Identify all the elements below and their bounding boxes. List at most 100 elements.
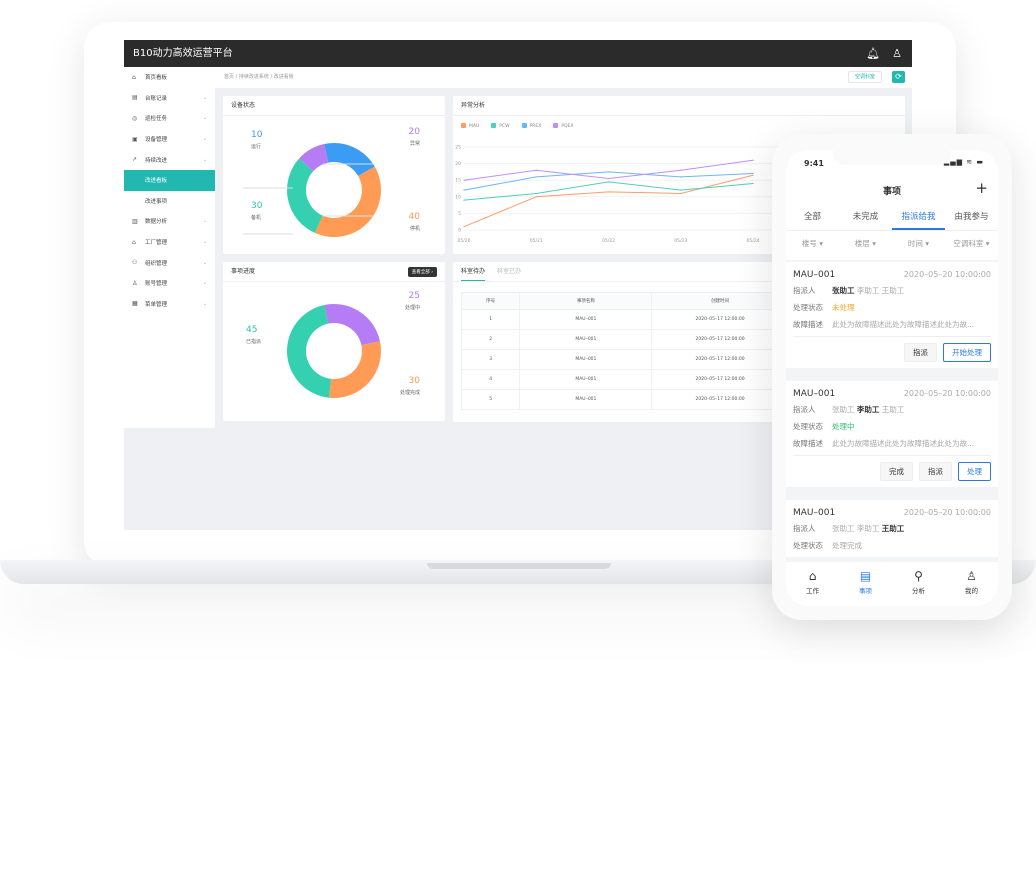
assignee-name: 张助工 bbox=[832, 405, 855, 414]
bottom-tab[interactable]: ▤ 事项 bbox=[839, 562, 892, 606]
chart-legend: MAU PCW PREX PQEX bbox=[461, 123, 574, 129]
sidebar-item[interactable]: ▦ 菜单管理 ⌄ bbox=[124, 294, 215, 315]
sidebar-item[interactable]: ▤ 台账记录 ⌄ bbox=[124, 88, 215, 109]
tab-label: 分析 bbox=[912, 587, 925, 595]
donut-segment[interactable] bbox=[324, 304, 380, 346]
card-action-button[interactable]: 处理 bbox=[958, 462, 991, 481]
field-label: 指派人 bbox=[793, 405, 816, 414]
mobile-tab[interactable]: 全部 bbox=[803, 212, 821, 222]
donut-segment[interactable] bbox=[287, 305, 332, 398]
donut-segment[interactable] bbox=[314, 166, 381, 238]
filter-dropdown[interactable]: 空调科室 ▾ bbox=[953, 239, 990, 248]
label-stopped: 40 停机 bbox=[408, 212, 420, 232]
field-label: 指派人 bbox=[793, 524, 816, 533]
tab-dept-todo[interactable]: 科室待办 bbox=[461, 262, 486, 281]
data-point bbox=[752, 174, 754, 176]
card-action-button[interactable]: 开始处理 bbox=[943, 343, 991, 362]
card-action-button[interactable]: 指派 bbox=[919, 462, 952, 481]
sidebar-item[interactable]: ⌂ 工厂管理 ⌄ bbox=[124, 232, 215, 253]
legend-item[interactable]: PREX bbox=[521, 123, 541, 129]
mobile-tab[interactable]: 由我参与 bbox=[954, 212, 989, 222]
filter-dropdown[interactable]: 时间 ▾ bbox=[907, 239, 930, 248]
donut-segment[interactable] bbox=[324, 143, 375, 176]
tab-icon: ♙ bbox=[966, 569, 977, 583]
top-bar: B10动力高效运营平台 🔔︎ ♙ bbox=[124, 40, 912, 67]
bottom-tab[interactable]: ⚲ 分析 bbox=[892, 562, 945, 606]
chevron-down-icon: ⌄ bbox=[202, 94, 207, 101]
bell-icon[interactable]: 🔔︎ bbox=[866, 47, 881, 60]
assignee-name: 李助工 bbox=[856, 286, 880, 295]
menu-icon: ♙ bbox=[132, 279, 138, 287]
task-time: 2020–05–20 10:00:00 bbox=[903, 508, 991, 517]
sidebar-item[interactable]: ⚇ 组织管理 ⌄ bbox=[124, 252, 215, 273]
view-all-button[interactable]: 查看全部 › bbox=[407, 267, 437, 277]
sidebar-item[interactable]: ▥ 数据分析 ⌄ bbox=[124, 211, 215, 232]
phone-notch bbox=[833, 150, 951, 165]
refresh-icon[interactable]: ⟳ bbox=[892, 71, 905, 83]
menu-icon: ⚇ bbox=[132, 259, 138, 267]
x-tick-label: 05/24 bbox=[747, 238, 760, 244]
sidebar-item[interactable]: ⌂ 首页看板 bbox=[124, 67, 215, 88]
panel-title: 设备状态 bbox=[223, 96, 445, 116]
chevron-down-icon: ⌄ bbox=[202, 218, 207, 225]
donut-segment[interactable] bbox=[287, 158, 323, 233]
data-point bbox=[680, 189, 682, 191]
sidebar-item-label: 数据分析 bbox=[145, 219, 168, 226]
add-icon[interactable]: + bbox=[975, 179, 988, 197]
menu-icon: ↗ bbox=[132, 156, 138, 164]
y-tick-label: 25 bbox=[455, 145, 461, 151]
sidebar-item[interactable]: 改进看板 bbox=[124, 169, 215, 191]
sidebar-item-label: 改进看板 bbox=[145, 178, 168, 185]
bottom-tab[interactable]: ♙ 我的 bbox=[945, 562, 998, 606]
user-icon[interactable]: ♙ bbox=[892, 47, 902, 60]
device-status-panel: 设备状态 10 运行 20 异常 30 备机 40 停机 bbox=[223, 96, 445, 254]
legend-item[interactable]: MAU bbox=[461, 123, 479, 129]
sidebar-item[interactable]: ◎ 巡检任务 ⌄ bbox=[124, 108, 215, 129]
cell-index: 5 bbox=[460, 389, 521, 410]
data-point bbox=[535, 169, 537, 171]
status-value: 处理中 bbox=[832, 422, 855, 431]
filter-dropdown[interactable]: 楼层 ▾ bbox=[854, 239, 877, 248]
sidebar-item[interactable]: 改进事项 bbox=[124, 191, 215, 212]
sidebar-item[interactable]: ↗ 持续改进 ⌄ bbox=[124, 149, 215, 170]
sidebar-item-label: 工厂管理 bbox=[145, 240, 168, 247]
y-tick-label: 0 bbox=[458, 228, 461, 234]
series-line-mau bbox=[463, 174, 754, 228]
task-id: MAU–001 bbox=[793, 389, 836, 399]
chevron-down-icon: ⌄ bbox=[202, 156, 207, 163]
donut-segment[interactable] bbox=[299, 144, 329, 172]
assignee-name: 王助工 bbox=[881, 524, 905, 533]
card-action-button[interactable]: 完成 bbox=[880, 462, 913, 481]
dept-button[interactable]: 空调科室 bbox=[847, 71, 882, 83]
donut-segment[interactable] bbox=[329, 341, 381, 398]
filter-dropdown[interactable]: 楼号 ▾ bbox=[801, 239, 824, 248]
col-header: 创建时间 bbox=[651, 292, 789, 310]
sidebar-item-label: 持续改进 bbox=[145, 157, 168, 164]
chevron-down-icon: ⌄ bbox=[202, 136, 207, 143]
sidebar-item-label: 账号管理 bbox=[145, 281, 168, 288]
laptop-notch bbox=[427, 563, 611, 569]
tab-label: 工作 bbox=[806, 587, 819, 595]
field-label: 处理状态 bbox=[793, 422, 823, 431]
task-card[interactable]: MAU–001 2020–05–20 10:00:00 指派人 张助工 李助工 王助… bbox=[786, 381, 998, 487]
label-running: 10 运行 bbox=[251, 130, 263, 150]
mobile-tab[interactable]: 指派给我 bbox=[892, 210, 945, 230]
mobile-tab[interactable]: 未完成 bbox=[852, 212, 879, 222]
sidebar-item-label: 菜单管理 bbox=[145, 301, 168, 308]
cell-index: 1 bbox=[460, 309, 521, 330]
card-action-button[interactable]: 指派 bbox=[904, 343, 937, 362]
menu-icon: ⌂ bbox=[132, 73, 136, 81]
tab-dept-done[interactable]: 科室已办 bbox=[497, 268, 522, 275]
legend-item[interactable]: PQEX bbox=[553, 123, 574, 129]
task-card[interactable]: MAU–001 2020–05–20 10:00:00 指派人 张助工 李助工 王助… bbox=[786, 262, 998, 368]
cell-index: 3 bbox=[460, 349, 521, 370]
sidebar-item-label: 巡检任务 bbox=[145, 116, 168, 123]
desc-value: 此处为故障描述此处为故障描述此处为故... bbox=[832, 439, 975, 448]
legend-item[interactable]: PCW bbox=[491, 123, 510, 129]
sidebar-item[interactable]: ♙ 账号管理 ⌄ bbox=[124, 273, 215, 294]
sidebar-item[interactable]: ▣ 设备管理 ⌄ bbox=[124, 129, 215, 150]
task-card[interactable]: MAU–001 2020–05–20 10:00:00 指派人 张助工 李助工 王助… bbox=[786, 500, 998, 557]
task-time: 2020–05–20 10:00:00 bbox=[903, 389, 991, 398]
data-point bbox=[535, 192, 537, 195]
bottom-tab[interactable]: ⌂ 工作 bbox=[786, 562, 839, 606]
